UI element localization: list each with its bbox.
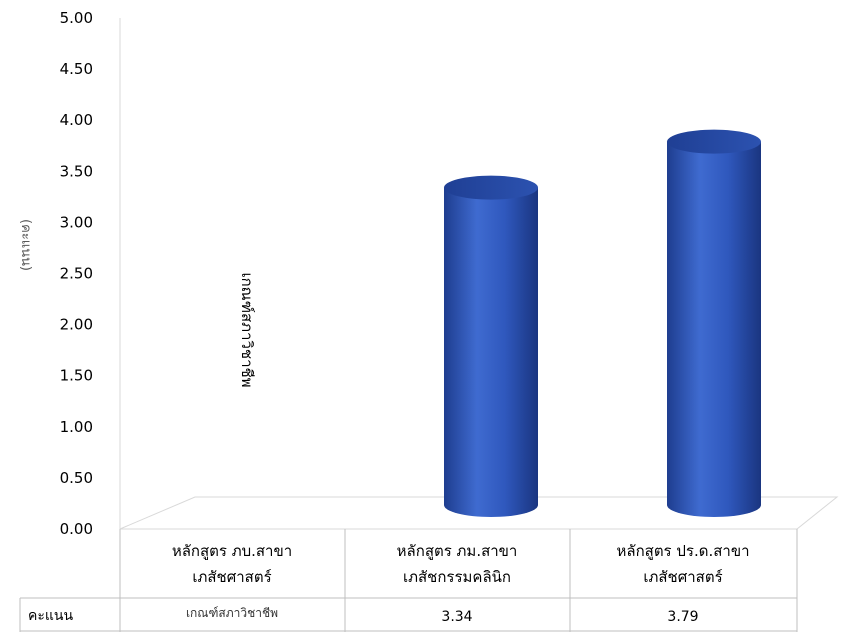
criteria-annotation: เกณฑ์สภาวิชาชีพ	[238, 272, 256, 387]
category-label: เภสัชศาสตร์	[643, 568, 722, 586]
y-tick-label: 0.00	[60, 520, 93, 538]
y-tick-label: 3.00	[60, 213, 93, 231]
bar-body	[444, 187, 538, 518]
bar	[444, 175, 538, 518]
category-label: หลักสูตร ภบ.สาขา	[172, 542, 292, 560]
y-tick-labels: 0.00 0.50 1.00 1.50 2.00 2.50 3.00 3.50 4.00 4.50…	[60, 9, 93, 538]
table-value: 3.34	[441, 609, 472, 625]
bar-body	[667, 141, 761, 517]
y-tick-label: 4.50	[60, 60, 93, 78]
bar-top	[444, 175, 538, 200]
y-tick-label: 5.00	[60, 9, 93, 27]
category-label: หลักสูตร ปร.ด.สาขา	[617, 542, 750, 560]
category-label: เภสัชศาสตร์	[192, 568, 271, 586]
bars	[444, 129, 761, 518]
y-axis-label: (คะแนน)	[18, 219, 33, 271]
y-tick-label: 1.50	[60, 367, 93, 385]
data-table	[19, 529, 798, 632]
y-tick-label: 3.50	[60, 162, 93, 180]
category-label: เภสัชกรรมคลินิก	[403, 568, 511, 586]
y-tick-label: 4.00	[60, 111, 93, 129]
table-values: เกณฑ์สภาวิชาชีพ 3.34 3.79	[186, 606, 699, 625]
y-tick-label: 2.50	[60, 265, 93, 283]
table-row-label: คะแนน	[28, 608, 73, 624]
table-value: 3.79	[667, 609, 698, 625]
y-tick-label: 1.00	[60, 418, 93, 436]
table-value: เกณฑ์สภาวิชาชีพ	[186, 606, 278, 620]
bar	[667, 129, 761, 517]
y-tick-label: 0.50	[60, 469, 93, 487]
y-tick-label: 2.00	[60, 316, 93, 334]
bar-top	[667, 129, 761, 154]
category-label: หลักสูตร ภม.สาขา	[397, 542, 518, 560]
